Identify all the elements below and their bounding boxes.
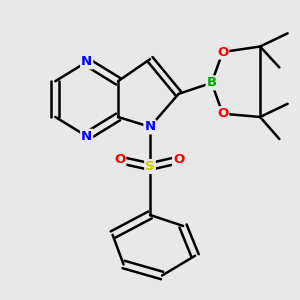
- Text: O: O: [217, 107, 228, 120]
- Text: N: N: [81, 56, 92, 68]
- Text: B: B: [207, 76, 217, 89]
- Text: O: O: [217, 46, 228, 59]
- Text: N: N: [81, 130, 92, 143]
- Text: S: S: [145, 160, 155, 173]
- Text: O: O: [173, 153, 184, 167]
- Text: N: N: [144, 120, 156, 134]
- Text: O: O: [114, 153, 125, 167]
